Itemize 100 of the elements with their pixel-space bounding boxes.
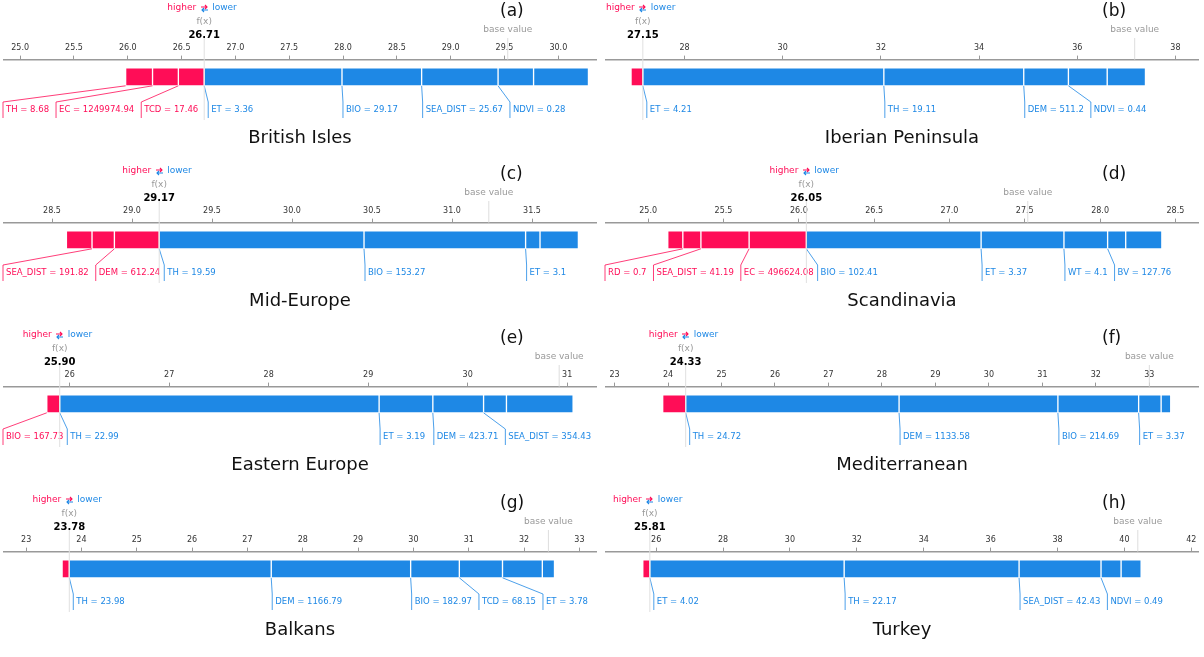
annotation: 24.33 [669,355,702,367]
x-tick-label: 26.0 [118,42,137,52]
chart-subtitle: (d) [1102,163,1127,183]
x-tick-label: 25 [131,534,142,544]
annotation: 25.90 [43,355,76,367]
ref-line-label: f(x) [635,16,651,27]
x-tick-label: 30 [462,369,473,379]
x-tick-label: 29 [353,534,364,544]
text: BIO = 29.17 [345,104,398,115]
text: ET = 3.36 [211,104,254,115]
x-tick-label: 31 [1037,369,1048,379]
text: EC = 1249974.94 [59,104,135,115]
x-tick-label: 33 [1144,369,1155,379]
text: higher [769,165,799,176]
x-tick-label: 30 [983,369,994,379]
chart-subtitle: (a) [500,0,524,20]
text: ET = 4.02 [656,596,699,607]
ref-line-label: base value [1003,187,1053,198]
text: BIO = 182.97 [414,596,472,607]
x-tick-label: 38 [1052,534,1063,544]
text: lower [167,165,193,176]
ref-line-label: base value [1110,24,1160,35]
x-tick-label: 30 [784,534,796,544]
ref-line-label: base value [464,187,514,198]
x-tick-label: 36 [985,534,996,544]
text: Balkans [263,618,337,639]
x-tick-label: 33 [574,534,585,544]
text: Mediterranean [835,453,969,474]
x-tick-label: 34 [973,42,985,52]
x-tick-label: 26 [651,534,662,544]
x-tick-label: 42 [1186,534,1197,544]
text: ET = 3.37 [985,267,1028,278]
x-tick-label: 27.5 [280,42,299,52]
x-tick-label: 28 [263,369,274,379]
text: BIO = 167.73 [6,431,64,442]
x-tick-label: 29.5 [203,205,221,215]
text: ET = 3.37 [1142,431,1185,442]
text: WT = 4.1 [1067,267,1108,278]
x-tick-label: 32 [518,534,530,544]
x-tick-label: 31 [562,369,573,379]
ref-line-label: f(x) [677,343,694,354]
ref-line-label: f(x) [642,508,658,519]
text: lower [67,329,93,340]
text: Eastern Europe [230,453,370,474]
text: Turkey [871,618,933,639]
text: lower [212,2,238,13]
x-tick-label: 24 [76,534,87,544]
text: TCD = 68.15 [480,596,536,607]
text: Scandinavia [846,289,958,310]
text: TH = 23.98 [75,596,125,607]
x-tick-label: 27.0 [940,205,959,215]
chart-subtitle: (e) [500,327,524,347]
x-tick-label: 26 [769,369,781,379]
text: TH = 22.99 [69,431,119,442]
x-tick-label: 30.0 [549,42,568,52]
text: higher [648,329,678,340]
text: ET = 4.21 [649,104,692,115]
text: lower [77,494,103,505]
text: ET = 3.19 [383,431,426,442]
ref-line-label: base value [1124,351,1175,362]
chart-subtitle: (c) [500,163,523,183]
text: lower [650,2,676,13]
x-tick-label: 31.0 [443,205,461,215]
x-tick-label: 23 [21,534,32,544]
x-tick-label: 27.0 [226,42,245,52]
text: higher [605,2,636,13]
text: DEM = 423.71 [436,431,499,442]
ref-line-label: base value [534,351,585,362]
chart-subtitle: (g) [500,492,525,512]
text: NDVI = 0.44 [1093,104,1147,115]
x-tick-label: 34 [918,534,929,544]
x-tick-label: 28.5 [1166,205,1185,215]
x-tick-label: 29.0 [441,42,460,52]
text: TH = 24.72 [691,431,742,442]
text: SEA_DIST = 41.19 [656,267,734,278]
text: NDVI = 0.28 [512,104,566,115]
x-tick-label: 30.0 [283,205,301,215]
text: ET = 3.78 [545,596,588,607]
text: lower [693,329,719,340]
x-tick-label: 29 [363,369,374,379]
ref-line-label: base value [483,24,533,35]
ref-line-label: base value [523,516,574,527]
ref-line-label: f(x) [196,16,212,27]
x-tick-label: 26 [64,369,75,379]
text: TH = 19.11 [886,104,937,115]
x-tick-label: 28 [297,534,308,544]
text: British Isles [247,126,353,147]
text: DEM = 1133.58 [903,431,970,442]
text: BIO = 153.27 [368,267,426,278]
x-tick-label: 27 [164,369,175,379]
x-tick-label: 32 [875,42,886,52]
text: DEM = 1166.79 [275,596,343,607]
annotation: 29.17 [143,191,176,203]
text: ET = 3.1 [529,267,567,278]
text: RD = 0.7 [608,267,647,278]
text: Iberian Peninsula [823,126,981,147]
x-tick-label: 27 [823,369,834,379]
text: BV = 127.76 [1117,267,1172,278]
x-tick-label: 28.0 [1091,205,1109,215]
x-tick-label: 29.5 [495,42,514,52]
